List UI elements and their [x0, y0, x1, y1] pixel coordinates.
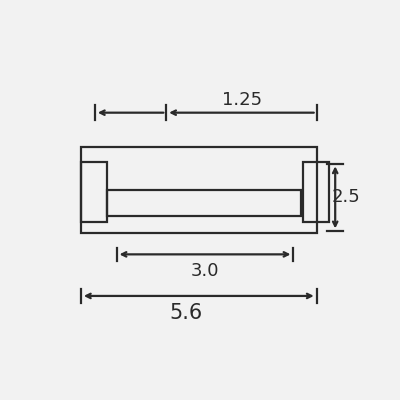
Text: 1.25: 1.25 — [222, 91, 262, 109]
Bar — [81, 162, 107, 222]
Text: 5.6: 5.6 — [170, 303, 203, 323]
Bar — [81, 146, 317, 233]
Text: 2.5: 2.5 — [332, 188, 360, 206]
Bar — [107, 190, 301, 216]
Bar — [303, 162, 329, 222]
Text: 3.0: 3.0 — [191, 262, 219, 280]
